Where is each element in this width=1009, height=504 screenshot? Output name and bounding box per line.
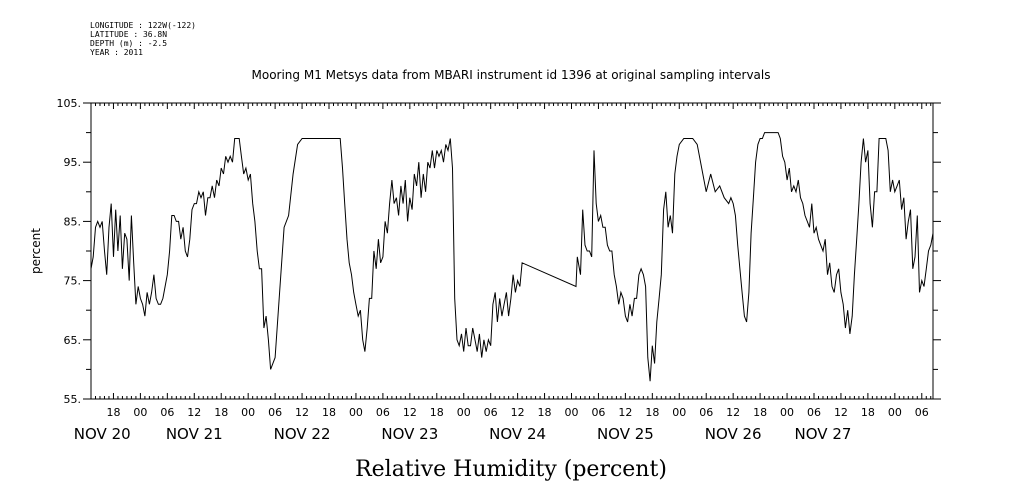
chart-title: Mooring M1 Metsys data from MBARI instru… bbox=[252, 68, 771, 82]
x-hour-tick-label: 06 bbox=[484, 406, 498, 419]
x-hour-tick-label: 12 bbox=[618, 406, 632, 419]
latitude-label: LATITUDE : 36.8N bbox=[90, 30, 168, 39]
x-hour-tick-label: 12 bbox=[834, 406, 848, 419]
longitude-label: LONGITUDE : 122W(-122) bbox=[90, 21, 196, 30]
x-day-label: NOV 20 bbox=[74, 425, 131, 443]
x-hour-tick-label: 18 bbox=[861, 406, 875, 419]
x-hour-tick-label: 00 bbox=[349, 406, 363, 419]
x-day-label: NOV 22 bbox=[274, 425, 331, 443]
x-day-label: NOV 25 bbox=[597, 425, 654, 443]
x-day-label: NOV 23 bbox=[381, 425, 438, 443]
x-day-label: NOV 24 bbox=[489, 425, 546, 443]
x-hour-tick-label: 00 bbox=[133, 406, 147, 419]
x-hour-tick-label: 18 bbox=[106, 406, 120, 419]
x-hour-tick-label: 06 bbox=[268, 406, 282, 419]
x-hour-tick-label: 18 bbox=[753, 406, 767, 419]
humidity-series-line bbox=[90, 132, 934, 382]
plot-frame bbox=[90, 102, 934, 400]
y-tick-label: 55. bbox=[64, 393, 82, 406]
metadata-block: LONGITUDE : 122W(-122) LATITUDE : 36.8N … bbox=[90, 21, 196, 57]
y-tick-label: 65. bbox=[64, 334, 82, 347]
y-axis-label: percent bbox=[29, 228, 43, 274]
y-tick-label: 105. bbox=[57, 97, 82, 110]
y-tick-label: 95. bbox=[64, 156, 82, 169]
x-hour-tick-label: 18 bbox=[322, 406, 336, 419]
x-hour-tick-label: 06 bbox=[915, 406, 929, 419]
x-hour-tick-label: 00 bbox=[888, 406, 902, 419]
y-tick-label: 85. bbox=[64, 215, 82, 228]
x-hour-tick-label: 06 bbox=[160, 406, 174, 419]
day-labels: NOV 20 NOV 21 NOV 22 NOV 23 NOV 24 NOV 25 NOV … bbox=[74, 425, 852, 443]
x-hour-tick-label: 12 bbox=[403, 406, 417, 419]
x-hour-tick-label: 18 bbox=[430, 406, 444, 419]
x-day-label: NOV 27 bbox=[795, 425, 852, 443]
x-hour-tick-label: 18 bbox=[645, 406, 659, 419]
x-hour-tick-label: 06 bbox=[591, 406, 605, 419]
y-tick-labels: 55. 65. 75. 85. 95. 105. bbox=[57, 97, 82, 406]
x-hour-tick-label: 12 bbox=[295, 406, 309, 419]
x-axis-label: Relative Humidity (percent) bbox=[355, 457, 667, 482]
x-hour-tick-label: 06 bbox=[376, 406, 390, 419]
depth-label: DEPTH (m) : -2.5 bbox=[90, 39, 168, 48]
x-hour-tick-label: 06 bbox=[699, 406, 713, 419]
x-tick-labels: 18 00 06 12 18 00 06 12 18 00 06 12 18 00 06 12 18 00 06 12… bbox=[106, 406, 928, 419]
x-hour-tick-label: 00 bbox=[672, 406, 686, 419]
x-hour-tick-label: 00 bbox=[457, 406, 471, 419]
x-day-label: NOV 26 bbox=[705, 425, 762, 443]
axis-ticks bbox=[83, 102, 941, 400]
x-hour-tick-label: 00 bbox=[565, 406, 579, 419]
x-hour-tick-label: 18 bbox=[538, 406, 552, 419]
x-hour-tick-label: 06 bbox=[807, 406, 821, 419]
x-hour-tick-label: 00 bbox=[241, 406, 255, 419]
y-tick-label: 75. bbox=[64, 275, 82, 288]
year-label: YEAR : 2011 bbox=[90, 48, 143, 57]
x-hour-tick-label: 12 bbox=[726, 406, 740, 419]
x-day-label: NOV 21 bbox=[166, 425, 223, 443]
x-hour-tick-label: 12 bbox=[187, 406, 201, 419]
x-hour-tick-label: 18 bbox=[214, 406, 228, 419]
x-hour-tick-label: 00 bbox=[780, 406, 794, 419]
x-hour-tick-label: 12 bbox=[511, 406, 525, 419]
